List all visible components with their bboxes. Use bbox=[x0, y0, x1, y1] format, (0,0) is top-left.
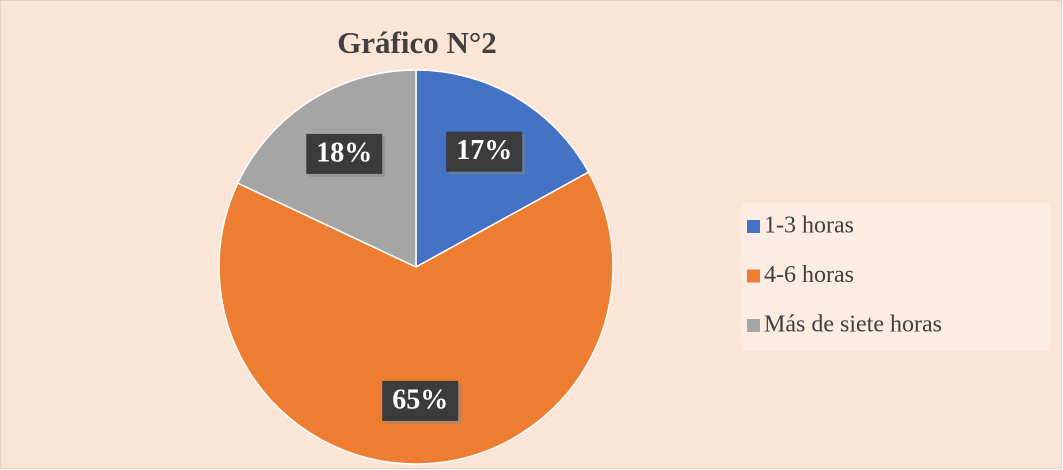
legend-label: Más de siete horas bbox=[764, 312, 942, 338]
legend-swatch bbox=[747, 319, 760, 332]
legend-label: 4-6 horas bbox=[764, 262, 854, 288]
chart-title: Gráfico N°2 bbox=[337, 25, 497, 60]
data-label: 18% bbox=[316, 137, 372, 168]
data-label: 17% bbox=[456, 135, 512, 166]
legend-box bbox=[742, 203, 1050, 351]
data-label-box bbox=[446, 131, 523, 172]
data-label-box bbox=[382, 380, 459, 421]
data-label-box bbox=[306, 133, 383, 174]
data-label: 65% bbox=[392, 384, 448, 415]
legend-label: 1-3 horas bbox=[764, 213, 854, 239]
legend-swatch bbox=[747, 269, 760, 283]
legend-swatch bbox=[747, 220, 760, 233]
pie-slice bbox=[218, 171, 614, 465]
